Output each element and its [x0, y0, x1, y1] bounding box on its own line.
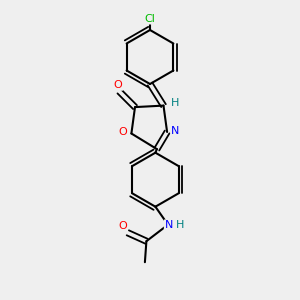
Text: N: N [165, 220, 173, 230]
Text: Cl: Cl [145, 14, 155, 24]
Text: H: H [176, 220, 184, 230]
Text: O: O [113, 80, 122, 90]
Text: N: N [171, 126, 180, 136]
Text: O: O [118, 127, 127, 137]
Text: O: O [118, 221, 127, 231]
Text: H: H [171, 98, 179, 108]
